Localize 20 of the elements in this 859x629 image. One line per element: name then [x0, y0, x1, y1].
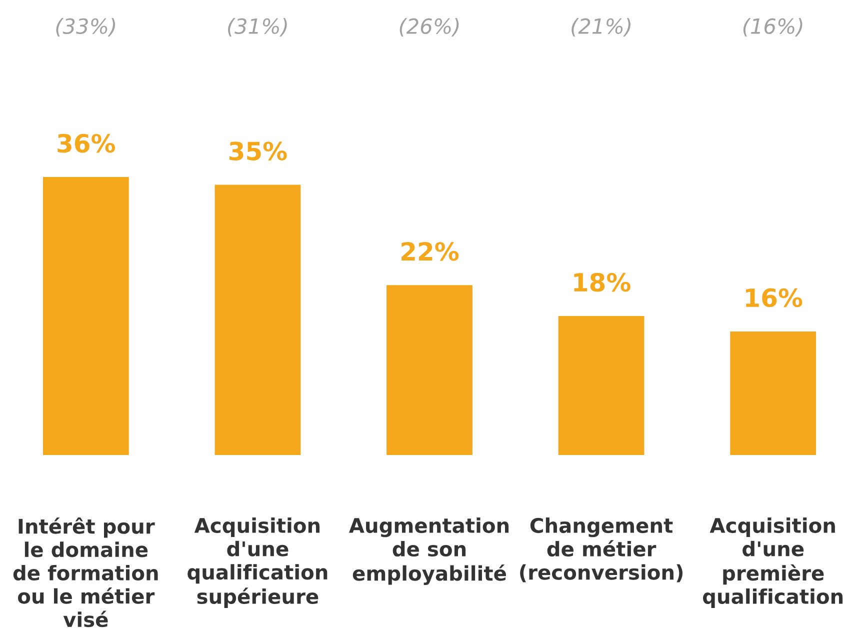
text: (21%) — [572, 18, 630, 36]
bar — [386, 285, 472, 455]
x-tick-label: Changement de métier (reconversion) — [520, 518, 683, 582]
bar — [214, 184, 301, 455]
x-tick-label: Acquisition d'une qualification supérieure — [188, 518, 328, 608]
x-tick-label: Intérêt pour le domaine de formation ou le métier visé — [13, 518, 158, 628]
text: (26%) — [400, 18, 459, 36]
text: (16%) — [743, 18, 802, 36]
bar — [730, 331, 816, 455]
data-label: 18% — [574, 272, 630, 292]
bar — [42, 177, 129, 455]
x-tick-label: Augmentation de son employabilité — [348, 518, 509, 585]
data-label: 16% — [746, 288, 802, 308]
x-tick-label: Acquisition d'une première qualification — [702, 518, 843, 608]
data-label: 22% — [402, 242, 459, 261]
data-label: 36% — [58, 134, 116, 153]
text: (31%) — [228, 18, 287, 36]
text: (33%) — [56, 18, 116, 36]
data-label: 35% — [229, 142, 287, 160]
bar — [558, 316, 644, 455]
